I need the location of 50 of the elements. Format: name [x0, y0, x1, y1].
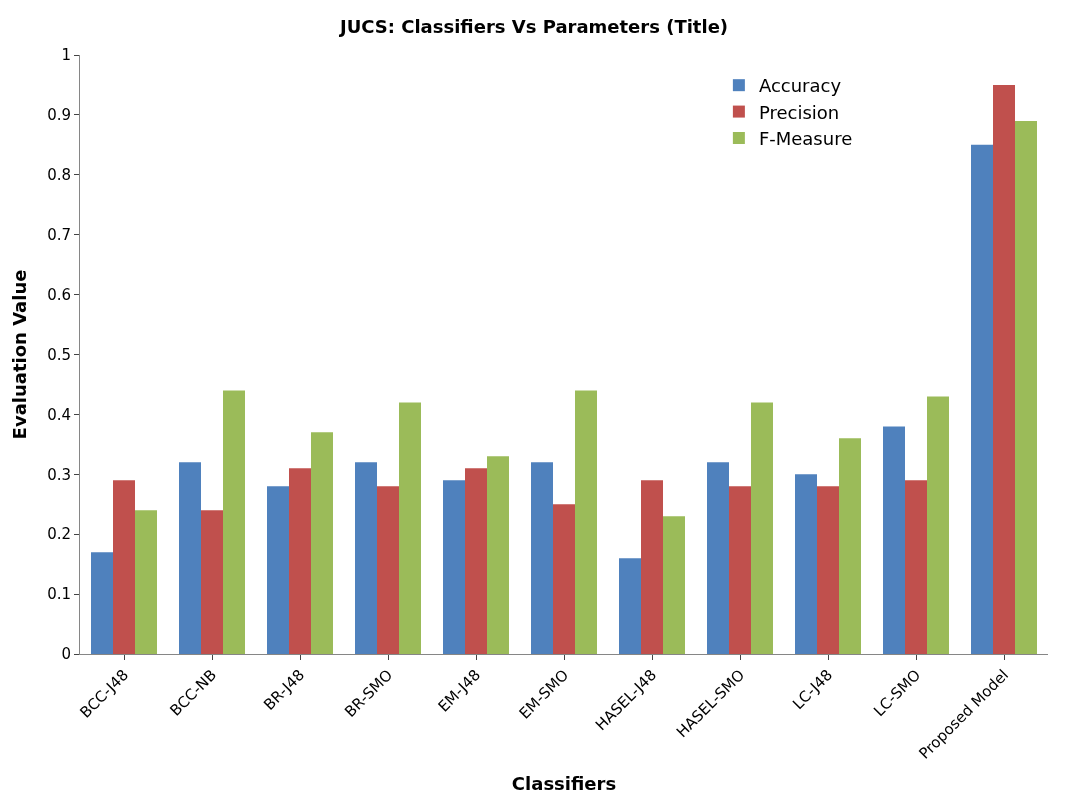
- y-tick-label: 0.4: [47, 405, 71, 424]
- bar: [399, 402, 421, 654]
- bar: [487, 456, 509, 654]
- y-axis-title: Evaluation Value: [9, 269, 31, 440]
- bar: [267, 486, 289, 654]
- bar: [817, 486, 839, 654]
- bar: [223, 390, 245, 654]
- bar: [531, 462, 553, 654]
- legend-label: Accuracy: [758, 75, 842, 97]
- bar: [553, 504, 575, 654]
- bar: [993, 84, 1015, 654]
- x-axis-title: Classifiers: [511, 772, 617, 794]
- legend-label: Precision: [758, 101, 840, 123]
- bar: [927, 396, 949, 654]
- y-tick-label: 0.7: [47, 225, 71, 244]
- y-tick-label: 0.2: [47, 525, 71, 544]
- bar: [289, 468, 311, 654]
- bar: [883, 426, 905, 654]
- bar: [663, 516, 685, 654]
- y-tick-label: 0.5: [47, 345, 71, 364]
- bar: [729, 486, 751, 654]
- bar: [905, 480, 927, 654]
- bar: [179, 462, 201, 654]
- bar: [443, 480, 465, 654]
- bar: [575, 390, 597, 654]
- y-tick-label: 0.8: [47, 166, 71, 185]
- legend-label: F-Measure: [758, 128, 853, 149]
- bar: [751, 402, 773, 654]
- bar: [1015, 120, 1037, 654]
- y-tick-label: 0.3: [47, 465, 71, 484]
- bar: [619, 558, 641, 654]
- bar: [135, 510, 157, 654]
- bar: [91, 552, 113, 654]
- y-tick-label: 0.6: [47, 285, 71, 304]
- bar: [377, 486, 399, 654]
- y-tick-label: 0.1: [47, 585, 71, 604]
- bar: [113, 480, 135, 654]
- bar: [311, 432, 333, 654]
- y-tick-label: 1: [61, 46, 71, 65]
- bar: [839, 438, 861, 654]
- y-tick-label: 0: [61, 645, 71, 664]
- bar: [971, 144, 993, 654]
- bar: [465, 468, 487, 654]
- chart-title: JUCS: Classifiers Vs Parameters (Title): [337, 15, 729, 37]
- bar: [707, 462, 729, 654]
- bar: [795, 474, 817, 654]
- bar: [355, 462, 377, 654]
- bar: [641, 480, 663, 654]
- bar: [201, 510, 223, 654]
- y-tick-label: 0.9: [47, 106, 71, 125]
